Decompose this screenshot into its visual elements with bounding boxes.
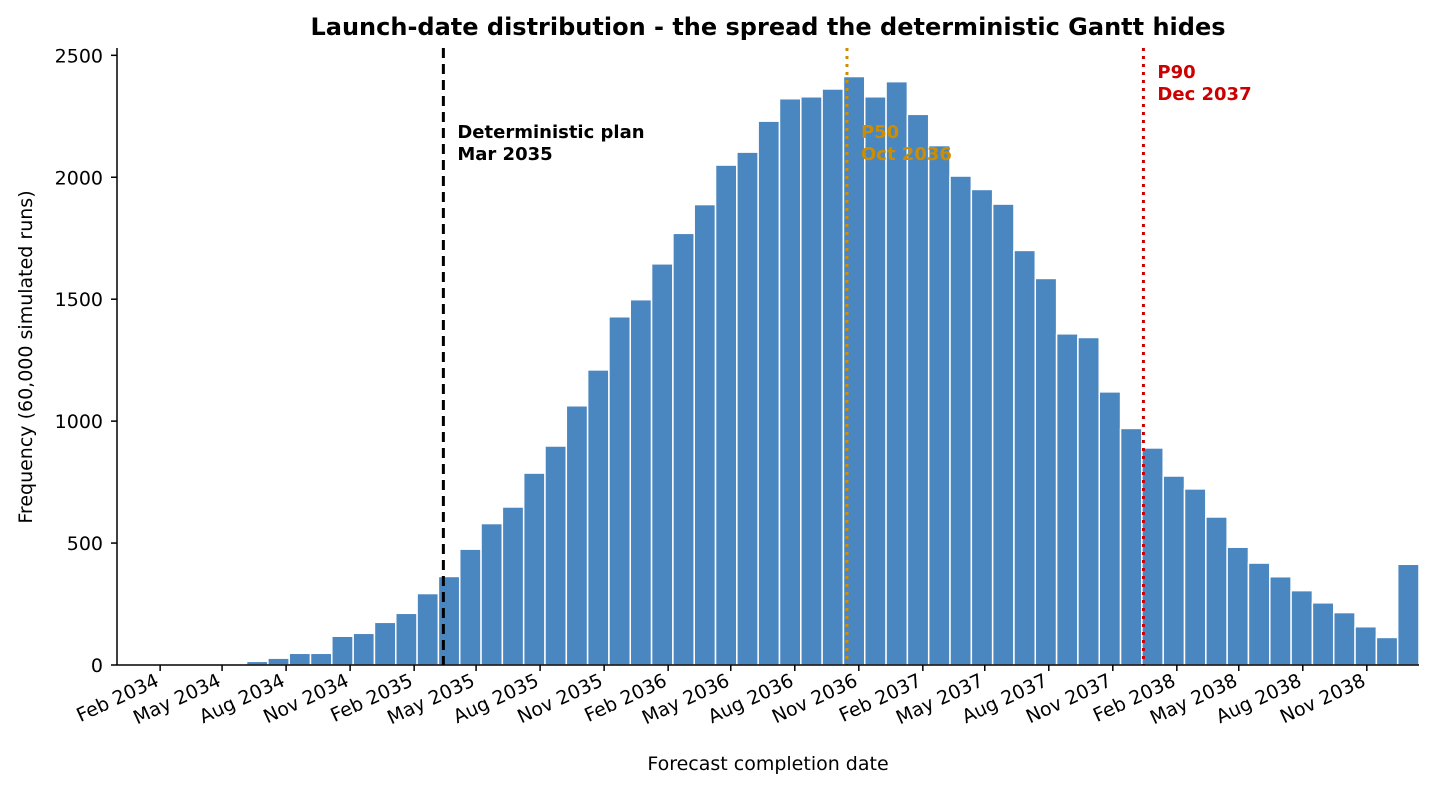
x-axis-title: Forecast completion date bbox=[647, 753, 888, 775]
histogram-bar bbox=[1077, 336, 1100, 666]
annotation-label: Deterministic plan bbox=[457, 122, 644, 143]
histogram-bar bbox=[1141, 447, 1164, 666]
histogram-bar bbox=[1055, 333, 1079, 666]
histogram-bar bbox=[1098, 391, 1122, 666]
histogram-bar bbox=[309, 652, 333, 666]
histogram-bar bbox=[1013, 249, 1037, 666]
histogram-bar bbox=[650, 263, 674, 666]
histogram-bar bbox=[352, 632, 376, 666]
histogram-bar bbox=[629, 298, 653, 666]
bars bbox=[181, 75, 1420, 666]
y-tick-label: 1500 bbox=[55, 289, 103, 311]
histogram-bar bbox=[1247, 562, 1271, 666]
histogram-bar bbox=[267, 657, 290, 666]
histogram-bar bbox=[672, 232, 695, 666]
histogram-bar bbox=[1311, 602, 1335, 666]
histogram-bar bbox=[1375, 636, 1399, 666]
histogram-bar bbox=[1162, 475, 1186, 666]
chart-title: Launch-date distribution - the spread th… bbox=[310, 13, 1225, 41]
histogram-bar bbox=[1183, 488, 1207, 666]
annotation-label: Oct 2036 bbox=[861, 144, 952, 165]
histogram-bar bbox=[1269, 575, 1292, 666]
histogram-bar bbox=[395, 612, 418, 666]
histogram-bar bbox=[1332, 611, 1356, 666]
histogram-bar bbox=[522, 472, 546, 666]
annotation-label: Dec 2037 bbox=[1157, 84, 1251, 105]
histogram-bar bbox=[864, 96, 887, 666]
histogram-bar bbox=[736, 151, 759, 666]
histogram-bar bbox=[991, 203, 1015, 666]
y-tick-label: 0 bbox=[91, 655, 103, 677]
histogram-bar bbox=[970, 188, 994, 666]
histogram-bar bbox=[565, 405, 589, 666]
annotation-label: P50 bbox=[861, 122, 899, 143]
histogram-bar bbox=[608, 316, 632, 666]
histogram-bar bbox=[331, 635, 354, 666]
histogram-bar bbox=[800, 96, 823, 666]
y-tick-label: 500 bbox=[67, 533, 103, 555]
histogram-bar bbox=[416, 592, 440, 666]
histogram-bar bbox=[544, 445, 568, 666]
histogram-bar bbox=[927, 144, 951, 666]
histogram-bar bbox=[288, 652, 312, 666]
histogram-bar bbox=[693, 203, 717, 666]
histogram-bar bbox=[757, 120, 781, 666]
y-axis-title: Frequency (60,000 simulated runs) bbox=[15, 190, 37, 523]
histogram-bar bbox=[1396, 563, 1420, 666]
histogram-bar bbox=[906, 113, 930, 666]
y-tick-label: 2000 bbox=[55, 167, 103, 189]
histogram-bar bbox=[821, 88, 845, 666]
histogram-bar bbox=[373, 621, 397, 666]
histogram-bar bbox=[1205, 516, 1228, 666]
histogram-bar bbox=[501, 506, 525, 666]
histogram-bar bbox=[458, 548, 482, 666]
histogram-bar bbox=[1226, 546, 1250, 666]
histogram-bar bbox=[586, 369, 610, 666]
histogram-bar bbox=[714, 164, 738, 666]
histogram-bar bbox=[778, 97, 802, 666]
histogram-bar bbox=[1034, 277, 1058, 666]
histogram-bar bbox=[1290, 589, 1314, 666]
y-tick-label: 1000 bbox=[55, 411, 103, 433]
histogram-bar bbox=[480, 522, 504, 666]
y-tick-label: 2500 bbox=[55, 45, 103, 67]
annotation-label: P90 bbox=[1157, 62, 1195, 83]
histogram-bar bbox=[1119, 427, 1143, 666]
histogram-bar bbox=[949, 175, 973, 666]
histogram-bar bbox=[885, 80, 909, 666]
histogram-bar bbox=[437, 575, 461, 666]
histogram-bar bbox=[1354, 625, 1378, 666]
annotation-label: Mar 2035 bbox=[457, 144, 552, 165]
